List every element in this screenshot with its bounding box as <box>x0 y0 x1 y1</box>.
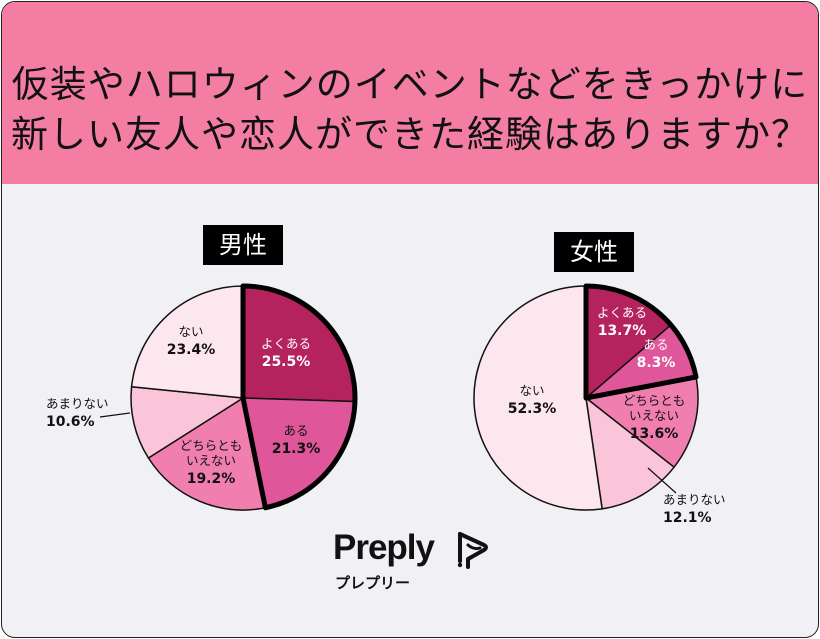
male-value-dochira: 19.2% <box>187 471 236 487</box>
female-label-yokuaru: よくある <box>597 305 647 320</box>
brand-subtitle: プレプリー <box>335 574 411 592</box>
female-value-dochira: 13.6% <box>630 426 679 442</box>
female-pie-chart: よくある 13.7%ある 8.3% どちらともいえない 13.6% あまりない 12.1% な… <box>473 283 726 526</box>
male-label-amarinai: あまりない <box>46 396 109 411</box>
female-value-nai: 52.3% <box>508 401 557 417</box>
male-leader-amarinai <box>99 412 131 418</box>
female-value-aru: 8.3% <box>637 355 676 371</box>
female-slice-amarinai <box>585 397 675 510</box>
female-leader-amarinai <box>647 467 677 494</box>
female-chart-title: 女性 <box>554 232 634 272</box>
female-label-aru: ある <box>643 337 668 352</box>
male-pie-chart: よくある 25.5% ある 21.3% どちらともいえない 19.2% あまりない 10.6%… <box>46 283 358 511</box>
brand-name: Preply <box>333 528 435 567</box>
male-label-aru: ある <box>283 423 308 438</box>
female-label-nai: ない <box>519 383 544 398</box>
male-value-nai: 23.4% <box>167 342 216 358</box>
male-chart-title: 男性 <box>203 225 283 265</box>
female-value-yokuaru: 13.7% <box>598 323 647 339</box>
preply-flag-icon <box>457 532 488 569</box>
male-label-nai: ない <box>178 324 203 339</box>
female-label-dochira: どちらともいえない <box>623 393 686 423</box>
male-slice-nai <box>130 285 244 399</box>
preply-logo: Preply プレプリー <box>333 528 503 598</box>
male-label-dochira: どちらともいえない <box>180 438 243 468</box>
male-slice-amarinai <box>130 386 244 459</box>
female-label-amarinai: あまりない <box>663 492 726 507</box>
male-highlight-outline <box>240 283 358 511</box>
male-slice-dochira <box>147 397 267 511</box>
male-value-aru: 21.3% <box>272 441 321 457</box>
female-slice-nai <box>473 285 603 511</box>
title-line-1: 仮装やハロウィンのイベントなどをきっかけに <box>11 63 809 106</box>
female-value-amarinai: 12.1% <box>663 510 712 526</box>
female-highlight-outline <box>583 283 699 401</box>
male-value-amarinai: 10.6% <box>46 414 95 430</box>
header-banner: 仮装やハロウィンのイベントなどをきっかけに 新しい友人や恋人ができた経験はありま… <box>2 2 818 184</box>
female-slice-dochira <box>585 376 699 468</box>
male-label-yokuaru: よくある <box>261 336 311 351</box>
title-line-2: 新しい友人や恋人ができた経験はありますか？ <box>11 113 809 156</box>
male-value-yokuaru: 25.5% <box>262 354 311 370</box>
